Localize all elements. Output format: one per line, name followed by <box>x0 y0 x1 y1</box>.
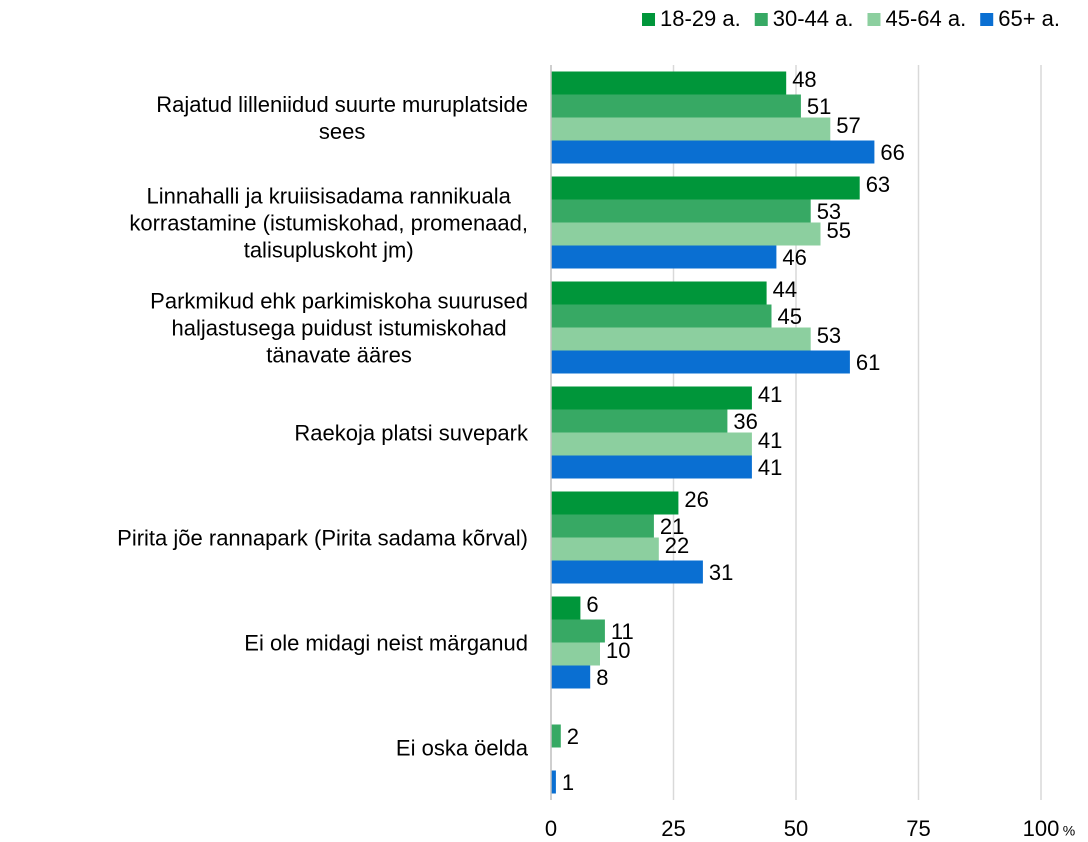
bar <box>551 71 787 95</box>
bar <box>551 560 703 584</box>
value-label: 44 <box>773 277 797 302</box>
bar <box>551 642 600 666</box>
value-label: 31 <box>709 560 733 585</box>
legend-label: 65+ a. <box>998 6 1060 31</box>
bar <box>551 619 605 643</box>
value-label: 57 <box>836 113 860 138</box>
category-label: Ei ole midagi neist märganud <box>244 630 528 655</box>
value-label: 26 <box>684 487 708 512</box>
value-label: 41 <box>758 455 782 480</box>
category-label: Linnahalli ja kruiisisadama rannikuala k… <box>129 183 528 262</box>
value-label: 55 <box>827 218 851 243</box>
bar <box>551 327 811 351</box>
bar <box>551 245 777 269</box>
legend-label: 18-29 a. <box>660 6 741 31</box>
x-tick-label: 75 <box>906 816 930 841</box>
value-label: 41 <box>758 382 782 407</box>
legend-swatch <box>642 13 656 26</box>
x-tick-label: 25 <box>661 816 685 841</box>
bar <box>551 222 821 246</box>
legend-swatch <box>980 13 994 26</box>
bar <box>551 596 581 620</box>
bar <box>551 176 860 200</box>
value-label: 10 <box>606 638 630 663</box>
bar <box>551 350 850 374</box>
bar <box>551 455 752 479</box>
category-label: Ei oska öelda <box>395 735 528 760</box>
bar <box>551 199 811 223</box>
category-label: Rajatud lilleniidud suurte muruplatside … <box>156 91 528 144</box>
bar <box>551 491 679 515</box>
category-label: Parkmikud ehk parkimiskoha suurused halj… <box>150 288 528 367</box>
category-label: Raekoja platsi suvepark <box>294 420 528 445</box>
value-label: 36 <box>733 409 757 434</box>
value-label: 51 <box>807 94 831 119</box>
x-tick-label: 100 <box>1023 816 1060 841</box>
bar <box>551 386 752 410</box>
bar <box>551 94 801 118</box>
value-label: 11 <box>611 619 634 644</box>
value-label: 8 <box>596 665 608 690</box>
value-label: 66 <box>880 140 904 165</box>
bar <box>551 665 591 689</box>
value-label: 1 <box>562 770 574 795</box>
value-label: 2 <box>567 724 579 749</box>
value-label: 21 <box>660 514 684 539</box>
x-tick-label: 50 <box>784 816 808 841</box>
bar <box>551 514 654 538</box>
legend-swatch <box>867 13 881 26</box>
legend-label: 45-64 a. <box>885 6 966 31</box>
value-label: 63 <box>866 172 890 197</box>
bar <box>551 304 772 328</box>
value-label: 61 <box>856 350 880 375</box>
value-label: 48 <box>792 67 816 92</box>
bar <box>551 117 831 141</box>
value-label: 46 <box>782 245 806 270</box>
value-label: 41 <box>758 428 782 453</box>
bar <box>551 724 561 748</box>
category-label: Pirita jõe rannapark (Pirita sadama kõrv… <box>117 525 528 550</box>
legend-label: 30-44 a. <box>773 6 854 31</box>
x-tick-label: 0 <box>545 816 557 841</box>
value-label: 22 <box>665 533 689 558</box>
bar <box>551 281 767 305</box>
bar <box>551 537 659 561</box>
bar <box>551 140 875 164</box>
x-unit: % <box>1063 823 1075 839</box>
value-label: 53 <box>817 323 841 348</box>
value-label: 45 <box>778 304 802 329</box>
bar <box>551 770 556 794</box>
bar <box>551 409 728 433</box>
bar <box>551 432 752 456</box>
value-label: 53 <box>817 199 841 224</box>
value-label: 6 <box>586 592 598 617</box>
legend-swatch <box>754 13 768 26</box>
